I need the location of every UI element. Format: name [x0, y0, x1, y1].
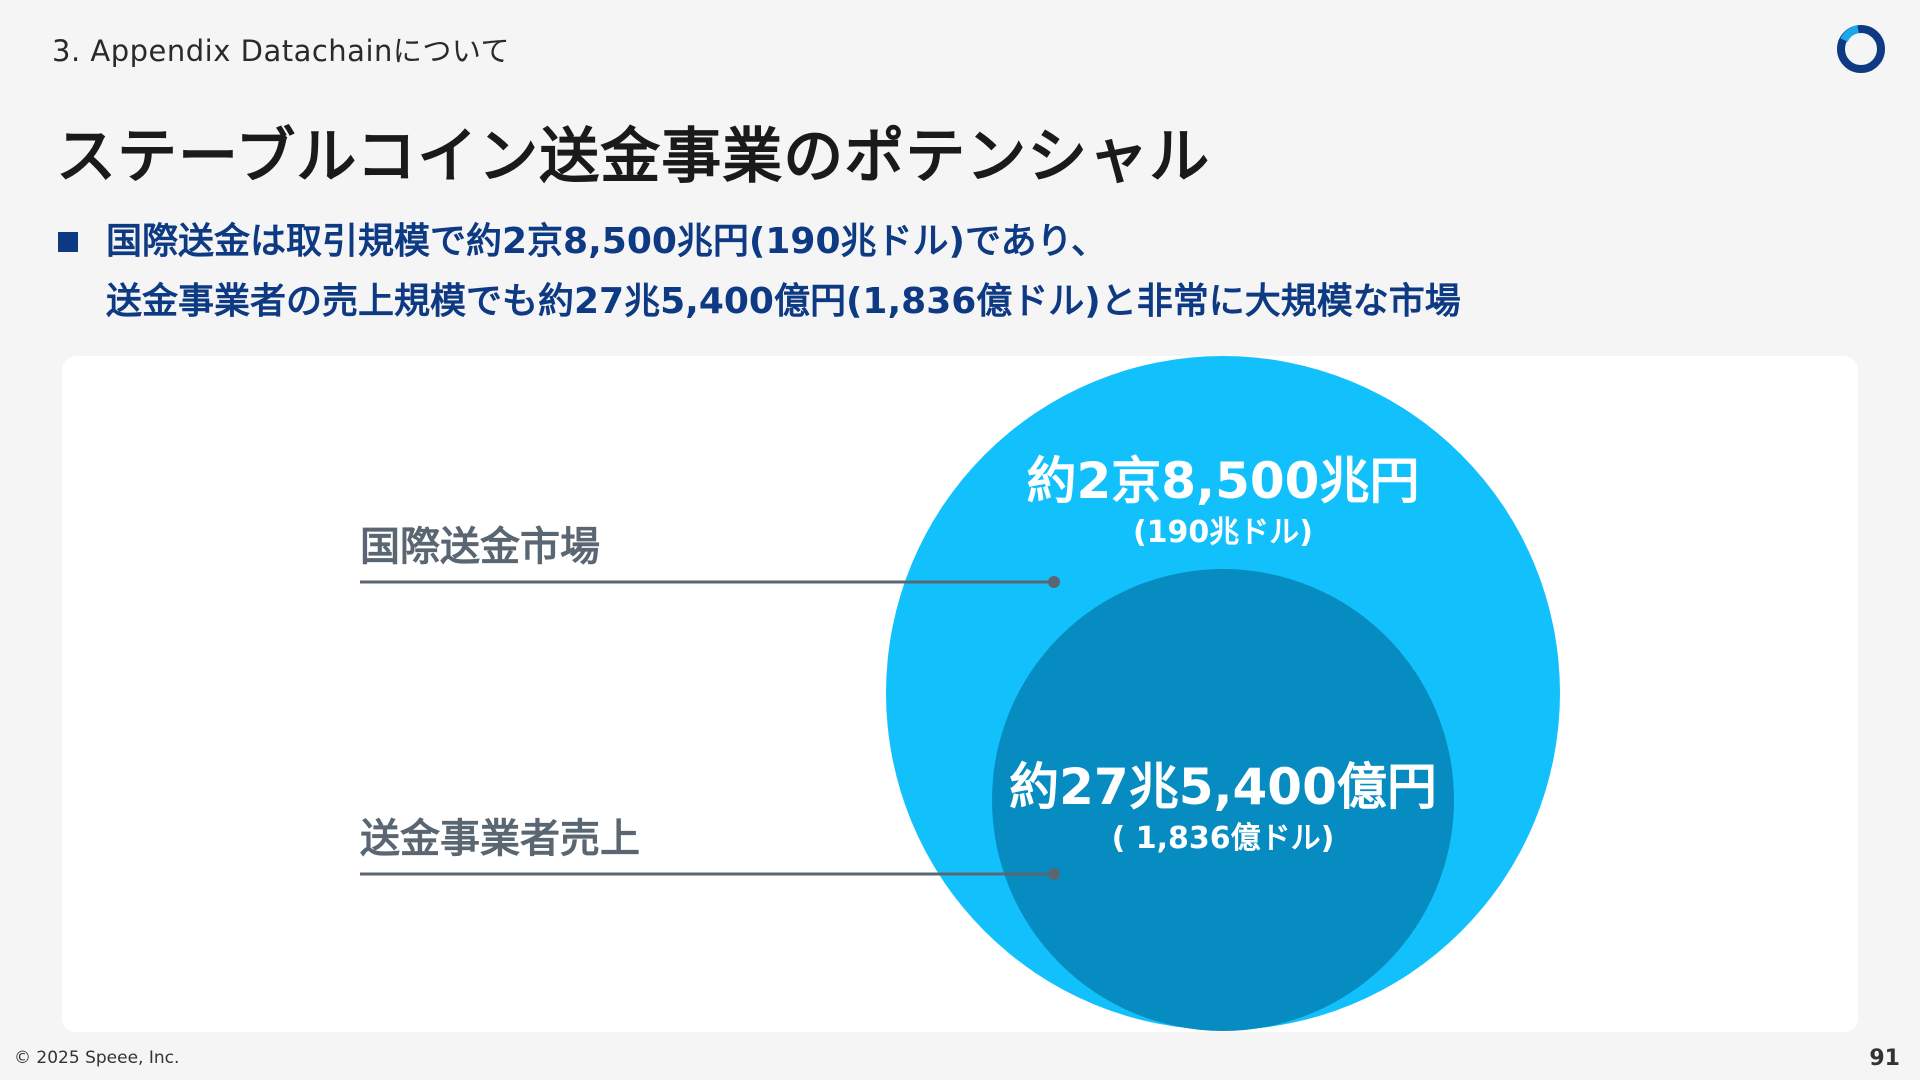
- company-logo-icon: [1837, 25, 1885, 73]
- outer-circle-label: 国際送金市場: [360, 524, 600, 570]
- market-size-diagram: 国際送金市場 送金事業者売上 約2京8,500兆円 (190兆ドル) 約27兆5…: [360, 356, 1560, 1031]
- copyright-text: © 2025 Speee, Inc.: [14, 1048, 180, 1068]
- section-label: 3. Appendix Datachainについて: [52, 34, 511, 68]
- inner-sub-value: ( 1,836億ドル): [1112, 821, 1335, 856]
- summary-line-1: 国際送金は取引規模で約2京8,500兆円(190兆ドル)であり、: [106, 221, 1108, 262]
- summary-line-2: 送金事業者の売上規模でも約27兆5,400億円(1,836億ドル)と非常に大規模…: [106, 281, 1461, 322]
- bullet-square-icon: [58, 232, 78, 252]
- outer-leader-dot: [1048, 576, 1060, 588]
- summary-bullet: 国際送金は取引規模で約2京8,500兆円(190兆ドル)であり、 送金事業者の売…: [58, 212, 1461, 332]
- inner-leader-dot: [1048, 868, 1060, 880]
- inner-circle: [992, 569, 1454, 1031]
- inner-circle-label: 送金事業者売上: [360, 816, 640, 862]
- outer-value: 約2京8,500兆円: [1027, 452, 1420, 510]
- diagram-panel: 国際送金市場 送金事業者売上 約2京8,500兆円 (190兆ドル) 約27兆5…: [62, 356, 1858, 1032]
- page-title: ステーブルコイン送金事業のポテンシャル: [56, 122, 1211, 192]
- inner-value: 約27兆5,400億円: [1009, 758, 1437, 816]
- outer-sub-value: (190兆ドル): [1133, 515, 1313, 550]
- page-number: 91: [1869, 1046, 1900, 1071]
